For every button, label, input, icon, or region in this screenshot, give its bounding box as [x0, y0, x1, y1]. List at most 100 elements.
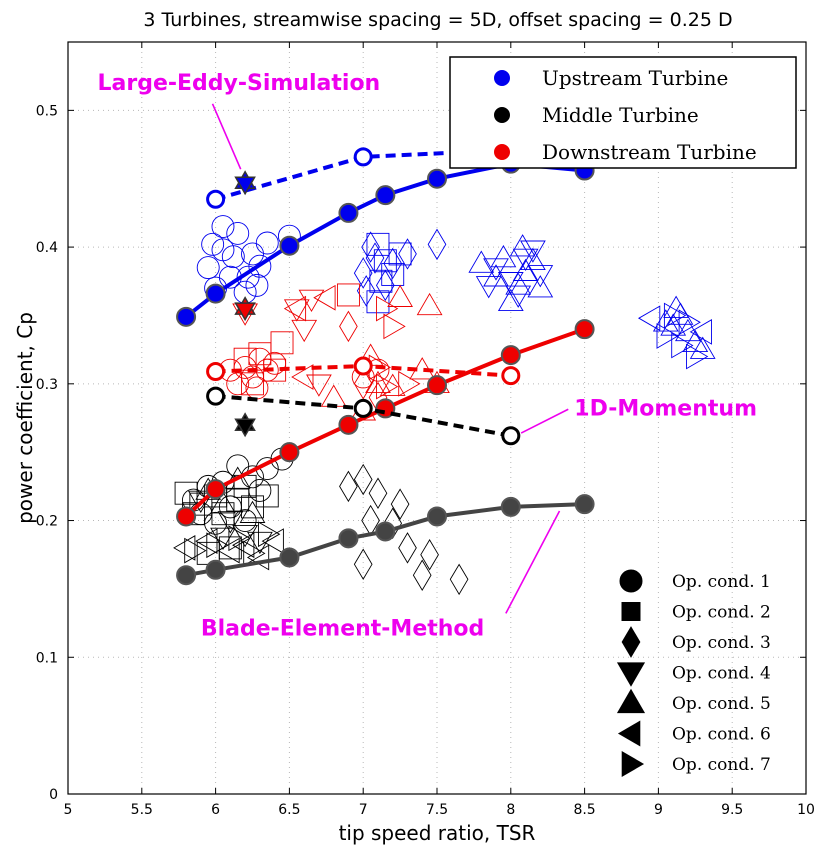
- experiment-point: [184, 537, 207, 564]
- experiment-point: [241, 242, 264, 266]
- chart-title: 3 Turbines, streamwise spacing = 5D, off…: [143, 9, 732, 31]
- les-star-point-down: [234, 418, 256, 438]
- experiment-point: [353, 548, 373, 580]
- series-point: [176, 306, 197, 327]
- experiment-point: [270, 331, 294, 355]
- experiment-point: [291, 364, 314, 390]
- experiment-point: [339, 310, 358, 343]
- experiment-point: [211, 215, 235, 239]
- experiment-point: [210, 491, 236, 514]
- series-point: [206, 362, 226, 382]
- experiment-point: [663, 302, 687, 329]
- experiment-point: [217, 511, 244, 534]
- experiment-point: [361, 231, 380, 263]
- experiment-point: [390, 488, 410, 520]
- legend-marker: [494, 70, 510, 86]
- experiment-point: [678, 309, 701, 336]
- series-point: [279, 235, 300, 256]
- experiment-point: [283, 295, 307, 322]
- experiment-point: [682, 329, 709, 353]
- les-star-point-down: [234, 176, 256, 196]
- x-tick-label: 6.5: [278, 802, 300, 818]
- x-tick-label: 8: [506, 802, 515, 818]
- series-point: [353, 356, 373, 376]
- x-tick-label: 9.5: [721, 802, 743, 818]
- series-point: [279, 442, 300, 463]
- series-point: [500, 496, 521, 517]
- experiment-point: [483, 264, 509, 287]
- op-cond-marker: [621, 751, 645, 777]
- series-point: [353, 398, 373, 418]
- experiment-point: [283, 299, 310, 322]
- experiment-point: [671, 332, 694, 359]
- experiment-point: [221, 245, 245, 269]
- x-tick-label: 7.5: [426, 802, 448, 818]
- experiment-point: [527, 275, 554, 298]
- op-cond-label: Op. cond. 2: [672, 603, 771, 623]
- series-point: [206, 386, 226, 406]
- y-tick-label: 0.5: [36, 103, 58, 119]
- experiment-point: [398, 532, 417, 564]
- x-tick-label: 10: [797, 802, 815, 818]
- annotations: Large-Eddy-Simulation 1D-Momentum Blade-El…: [98, 71, 757, 642]
- experiment-point: [365, 242, 385, 274]
- series-6: [234, 170, 256, 196]
- experiment-point: [483, 258, 509, 281]
- op-cond-marker: [617, 720, 641, 747]
- series-point: [353, 147, 373, 167]
- experiment-point: [520, 240, 546, 263]
- experiment-point: [313, 284, 336, 311]
- experiment-point: [381, 262, 405, 286]
- x-tick-label: 5.5: [131, 802, 153, 818]
- op-cond-marker: [621, 626, 641, 658]
- experiment-point: [420, 539, 439, 571]
- model-series: [176, 140, 595, 586]
- annotation-label: 1D-Momentum: [574, 396, 757, 421]
- experiment-point: [258, 521, 281, 548]
- y-tick-label: 0: [49, 787, 58, 803]
- series-point: [427, 375, 447, 396]
- experiment-point: [365, 370, 391, 394]
- series-2: [176, 494, 595, 586]
- experiment-point: [383, 247, 403, 280]
- les-star-point: [234, 170, 256, 196]
- experiment-point: [509, 234, 536, 257]
- y-tick-label: 0.2: [36, 514, 58, 530]
- experiment-point: [656, 323, 679, 349]
- series-point: [206, 189, 226, 209]
- op-cond-marker: [616, 662, 646, 687]
- experiment-point: [520, 247, 546, 271]
- y-axis-label: power coefficient, Cp: [13, 312, 37, 524]
- experiment-point: [353, 463, 373, 496]
- les-star-point: [234, 412, 256, 438]
- x-tick-label: 9: [654, 802, 663, 818]
- annotation-pointer: [211, 103, 242, 170]
- op-cond-label: Op. cond. 3: [672, 633, 771, 653]
- series-point: [279, 547, 300, 568]
- legend-marker: [494, 144, 510, 160]
- experiment-point: [255, 231, 279, 255]
- legend-marker: [494, 107, 510, 123]
- experiment-point: [232, 524, 258, 548]
- series-point: [205, 479, 226, 500]
- experiment-point: [243, 540, 266, 567]
- series-point: [501, 366, 521, 386]
- experiment-point: [427, 228, 447, 261]
- op-cond-label: Op. cond. 7: [672, 755, 771, 775]
- x-axis-label: tip speed ratio, TSR: [339, 821, 536, 845]
- experiment-point: [356, 275, 376, 307]
- y-tick-label: 0.3: [36, 377, 58, 393]
- experiment-point: [375, 269, 395, 302]
- op-cond-label: Op. cond. 5: [672, 694, 771, 714]
- legend: Upstream Turbine Middle Turbine Downstream…: [449, 56, 797, 169]
- series-point: [176, 506, 197, 527]
- experiment-point: [505, 285, 532, 308]
- series-point: [427, 506, 447, 527]
- x-tick-label: 5: [64, 802, 73, 818]
- y-tick-label: 0.1: [36, 650, 58, 666]
- series-point: [375, 521, 396, 542]
- experiment-point: [226, 372, 250, 396]
- series-point: [205, 283, 226, 304]
- experiment-point: [353, 257, 373, 289]
- experiment-point: [201, 232, 225, 256]
